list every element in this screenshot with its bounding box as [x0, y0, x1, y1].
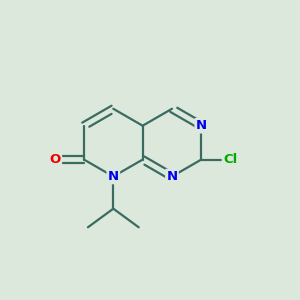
Text: Cl: Cl — [223, 153, 237, 166]
Text: N: N — [167, 170, 178, 183]
Text: N: N — [108, 170, 119, 183]
Text: N: N — [196, 119, 207, 132]
Text: O: O — [50, 153, 61, 166]
